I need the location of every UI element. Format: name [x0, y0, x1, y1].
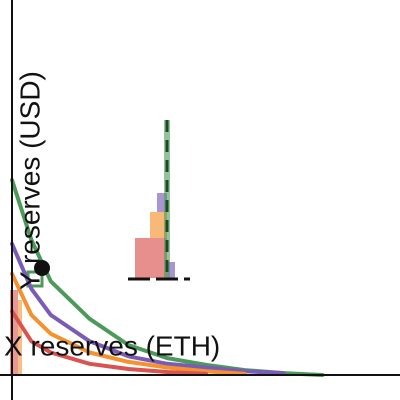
hist-block [150, 212, 167, 238]
hist-block [167, 262, 175, 278]
curve [10, 241, 286, 376]
y-axis-label: Y reserves (USD) [14, 71, 45, 290]
x-axis-label: X reserves (ETH) [4, 330, 220, 361]
current-point [34, 260, 50, 276]
edge-bar [18, 300, 22, 375]
edge-bar [10, 290, 18, 375]
curve [10, 271, 247, 376]
hist-block [157, 193, 167, 212]
decoration [10, 120, 190, 375]
curve [10, 309, 208, 376]
hist-block [135, 238, 167, 278]
